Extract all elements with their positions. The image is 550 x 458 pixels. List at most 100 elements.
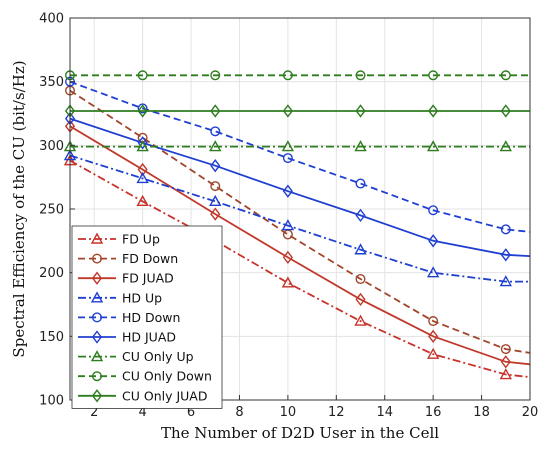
data-point-cu-only-down <box>137 70 148 81</box>
data-point-cu-only-juad <box>137 104 148 118</box>
data-point-fd-up <box>281 276 295 288</box>
data-point-cu-only-down <box>355 70 366 81</box>
data-point-hd-down <box>282 153 293 164</box>
data-point-fd-juad <box>355 292 366 307</box>
data-point-cu-only-up <box>136 140 149 152</box>
x-tick-label: 8 <box>235 405 243 420</box>
legend-label: HD JUAD <box>122 330 176 345</box>
data-point-hd-juad <box>282 184 293 198</box>
data-point-cu-only-up <box>426 140 440 152</box>
data-point-hd-juad <box>210 159 221 173</box>
data-point-cu-only-juad <box>282 104 293 118</box>
data-point-fd-down <box>500 344 511 355</box>
legend-label: CU Only Up <box>122 349 194 364</box>
data-point-cu-only-up <box>499 140 512 152</box>
legend-label: HD Down <box>122 310 180 325</box>
y-tick-label: 300 <box>39 139 64 154</box>
data-point-hd-down <box>428 205 439 216</box>
data-point-hd-down <box>355 178 366 189</box>
series-line-fd-up <box>69 159 531 378</box>
x-tick-label: 6 <box>187 405 195 420</box>
y-tick-label: 200 <box>39 266 64 281</box>
data-point-fd-juad <box>500 355 511 369</box>
legend-marker <box>91 312 102 323</box>
data-point-fd-up <box>426 347 440 359</box>
data-point-cu-only-juad <box>500 104 511 118</box>
legend-marker <box>90 232 104 244</box>
legend-marker <box>91 389 103 403</box>
legend-label: HD Up <box>122 290 162 305</box>
x-axis-label: The Number of D2D User in the Cell <box>161 424 439 442</box>
y-tick-label: 150 <box>39 330 64 345</box>
data-point-hd-up <box>209 194 222 207</box>
y-tick-label: 400 <box>39 12 64 27</box>
data-point-cu-only-juad <box>210 104 221 118</box>
legend-box <box>71 225 223 409</box>
data-point-hd-juad <box>137 136 148 150</box>
data-point-hd-juad <box>500 248 511 262</box>
data-point-hd-juad <box>355 208 366 223</box>
x-tick-label: 18 <box>473 405 490 420</box>
x-tick-label: 14 <box>376 405 393 420</box>
data-point-fd-juad <box>210 207 221 221</box>
y-tick-label: 250 <box>39 203 64 218</box>
legend-entry-hd-down: HD Down <box>78 310 180 325</box>
data-point-cu-only-up <box>281 140 295 152</box>
legend-entry-fd-down: FD Down <box>78 251 178 266</box>
legend-marker <box>91 371 102 382</box>
legend-marker <box>90 350 104 362</box>
x-tick-label: 4 <box>138 405 146 420</box>
series-line-hd-down <box>69 80 531 233</box>
series-line-hd-up <box>69 154 530 283</box>
legend-entry-fd-juad: FD JUAD <box>78 271 174 286</box>
data-point-fd-down <box>428 316 439 327</box>
data-point-fd-down <box>355 274 366 285</box>
series-line-fd-juad <box>69 125 531 366</box>
series-cu-only-juad <box>64 104 530 118</box>
y-tick-label: 350 <box>39 75 64 90</box>
legend-label: CU Only Down <box>122 369 212 384</box>
legend-entry-cu-only-up: CU Only Up <box>78 349 194 364</box>
series-hd-down <box>64 76 531 235</box>
series-cu-only-down <box>64 70 530 81</box>
y-axis-label: Spectral Efficiency of the CU (bit/s/Hz) <box>10 60 28 357</box>
data-point-fd-up <box>354 314 367 326</box>
legend: FD Up FD Down FD JUAD HD Up HD Down HD JUAD CU… <box>71 225 223 409</box>
legend-marker <box>91 330 103 344</box>
data-point-fd-juad <box>428 329 439 343</box>
legend-label: CU Only JUAD <box>122 388 207 403</box>
legend-marker <box>91 253 102 264</box>
data-point-cu-only-down <box>500 70 511 81</box>
legend-entry-cu-only-juad: CU Only JUAD <box>78 388 207 403</box>
legend-entry-cu-only-down: CU Only Down <box>78 369 212 384</box>
x-tick-label: 16 <box>425 405 442 420</box>
data-point-hd-down <box>210 126 221 137</box>
data-point-cu-only-down <box>428 70 439 81</box>
legend-label: FD JUAD <box>122 271 174 286</box>
legend-entry-hd-juad: HD JUAD <box>78 330 176 345</box>
legend-entry-hd-up: HD Up <box>78 290 162 305</box>
data-point-cu-only-down <box>210 70 221 81</box>
data-point-hd-up <box>354 243 367 255</box>
legend-marker <box>91 271 103 285</box>
series-fd-juad <box>64 119 531 369</box>
x-tick-label: 10 <box>280 405 297 420</box>
x-tick-label: 2 <box>90 405 98 420</box>
data-point-hd-up <box>499 275 512 287</box>
y-tick-label: 100 <box>39 394 64 409</box>
data-point-cu-only-juad <box>355 104 366 118</box>
data-point-hd-juad <box>428 234 439 248</box>
x-tick-label: 20 <box>522 405 539 420</box>
data-point-hd-up <box>136 171 149 184</box>
data-point-cu-only-up <box>354 140 367 152</box>
legend-label: FD Up <box>122 232 160 247</box>
data-point-cu-only-juad <box>428 104 439 118</box>
legend-label: FD Down <box>122 251 178 266</box>
data-point-hd-up <box>426 266 440 278</box>
data-point-cu-only-up <box>209 140 222 152</box>
legend-marker <box>90 291 104 303</box>
data-point-fd-down <box>210 181 221 192</box>
data-point-cu-only-down <box>282 70 293 81</box>
